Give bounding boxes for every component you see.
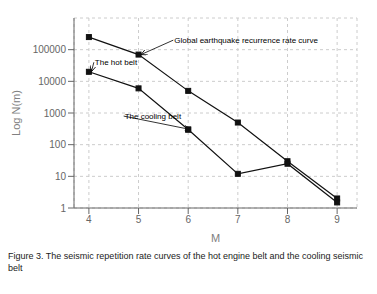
svg-text:Log N(m): Log N(m) [10,90,22,136]
svg-text:100000: 100000 [33,44,67,55]
svg-text:4: 4 [86,214,92,225]
svg-text:6: 6 [185,214,191,225]
svg-text:Global earthquake recurrence r: Global earthquake recurrence rate curve [174,36,318,45]
html-text:Figure 3. The seismic repetiti: Figure 3. The seismic repetition rate cu… [8,251,363,273]
svg-text:The hot belt: The hot belt [95,58,138,67]
svg-text:The cooling belt: The cooling belt [125,112,182,121]
svg-text:1: 1 [60,203,66,214]
svg-text:8: 8 [285,214,291,225]
svg-text:M: M [211,232,220,244]
svg-text:10000: 10000 [38,76,66,87]
svg-text:100: 100 [49,139,66,150]
svg-text:1000: 1000 [44,108,67,119]
svg-text:9: 9 [334,214,340,225]
svg-text:5: 5 [136,214,142,225]
svg-text:10: 10 [55,171,67,182]
svg-text:7: 7 [235,214,241,225]
